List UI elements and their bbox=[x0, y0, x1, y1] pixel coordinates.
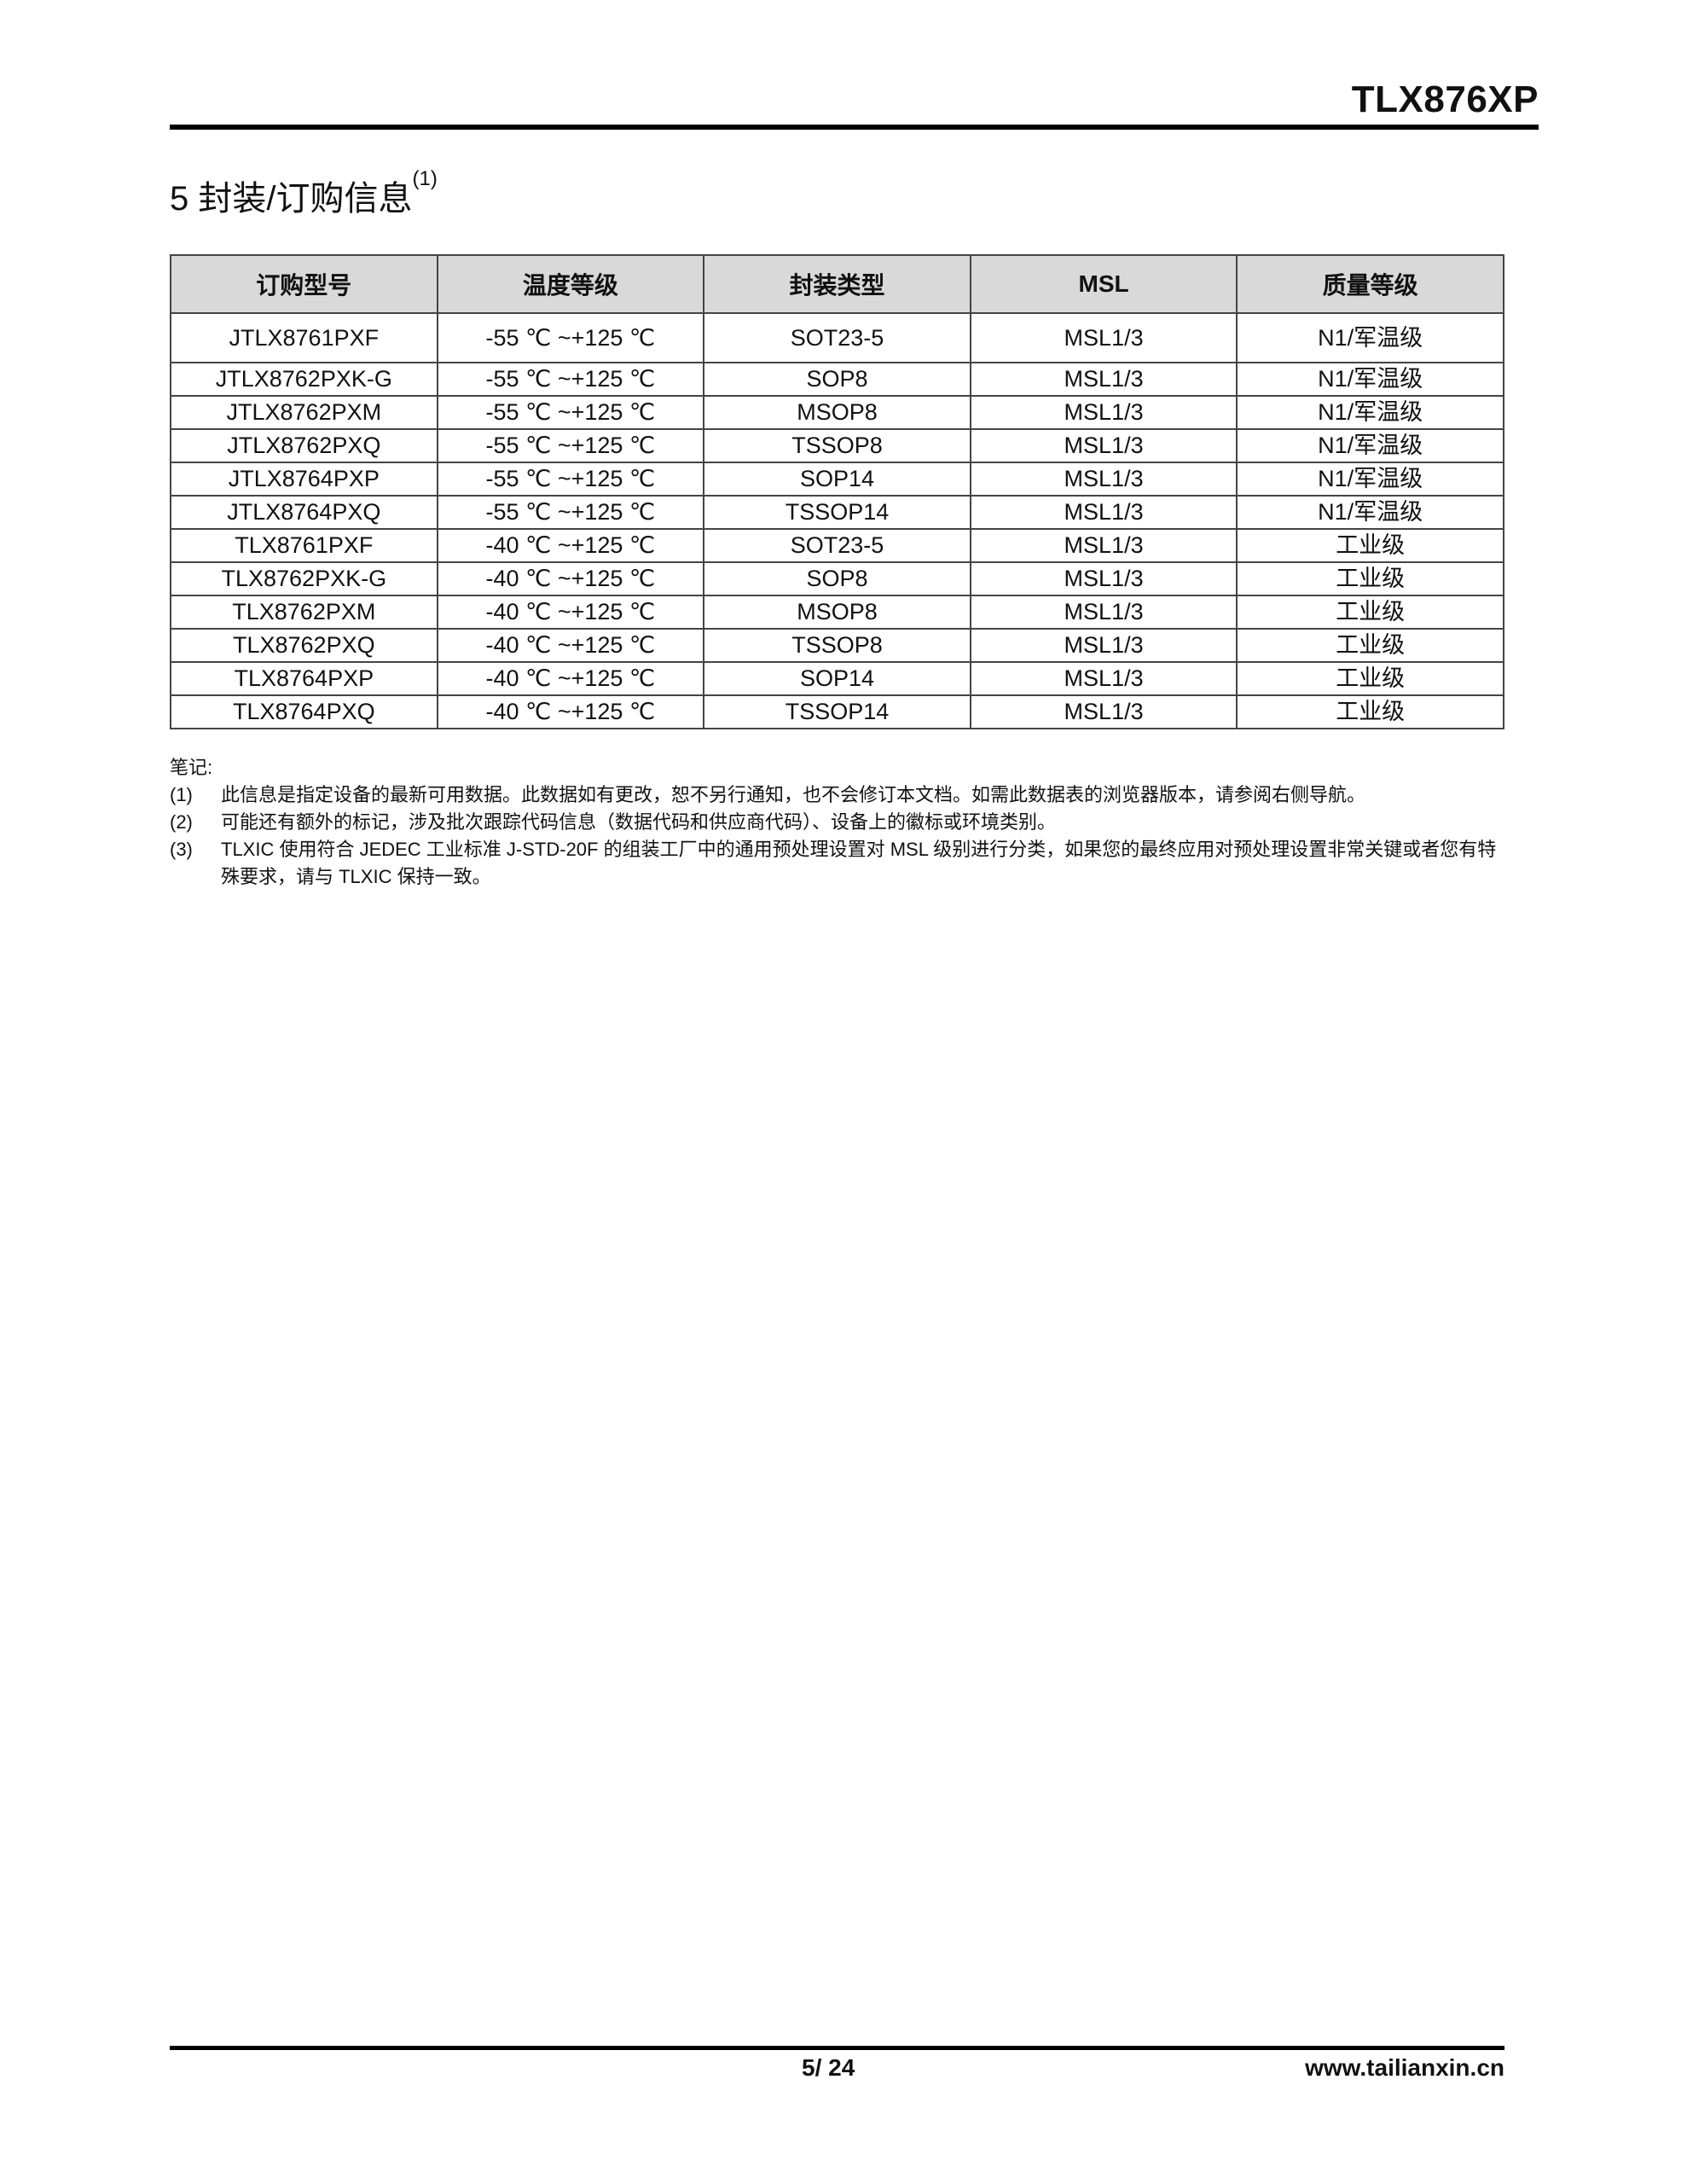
table-row: JTLX8762PXQ -55 ℃ ~+125 ℃ TSSOP8 MSL1/3 N1/军… bbox=[170, 428, 1504, 463]
table-cell: -40 ℃ ~+125 ℃ bbox=[436, 528, 705, 563]
section-title-footnote: (1) bbox=[412, 167, 438, 190]
table-cell: -55 ℃ ~+125 ℃ bbox=[436, 495, 705, 530]
table-cell: -40 ℃ ~+125 ℃ bbox=[436, 628, 705, 663]
table-row: JTLX8762PXM -55 ℃ ~+125 ℃ MSOP8 MSL1/3 N1/军温… bbox=[170, 395, 1504, 430]
table-cell: SOP14 bbox=[703, 661, 971, 696]
note-number: (1) bbox=[170, 784, 193, 805]
note-number: (3) bbox=[170, 839, 193, 860]
table-cell: TLX8762PXM bbox=[170, 595, 438, 630]
table-cell: MSL1/3 bbox=[969, 495, 1238, 530]
table-cell: 工业级 bbox=[1236, 628, 1504, 663]
column-header: MSL bbox=[969, 254, 1238, 314]
table-cell: -40 ℃ ~+125 ℃ bbox=[436, 694, 705, 729]
notes: 笔记: (1) 此信息是指定设备的最新可用数据。此数据如有更改，恕不另行通知，也不… bbox=[170, 754, 1509, 891]
table-cell: N1/军温级 bbox=[1236, 495, 1504, 530]
table-cell: MSL1/3 bbox=[969, 462, 1238, 497]
table-row: JTLX8762PXK-G -55 ℃ ~+125 ℃ SOP8 MSL1/3 N1/军… bbox=[170, 362, 1504, 397]
footer-rule bbox=[170, 2046, 1504, 2050]
note-text: TLXIC 使用符合 JEDEC 工业标准 J-STD-20F 的组装工厂中的通… bbox=[221, 839, 1497, 887]
table-cell: -55 ℃ ~+125 ℃ bbox=[436, 362, 705, 397]
table-cell: JTLX8764PXQ bbox=[170, 495, 438, 530]
table-cell: -55 ℃ ~+125 ℃ bbox=[436, 395, 705, 430]
table-cell: MSL1/3 bbox=[969, 628, 1238, 663]
table-row: JTLX8761PXF -55 ℃ ~+125 ℃ SOT23-5 MSL1/3 N1/… bbox=[170, 312, 1504, 363]
column-header: 质量等级 bbox=[1236, 254, 1504, 314]
table-cell: JTLX8762PXK-G bbox=[170, 362, 438, 397]
table-cell: 工业级 bbox=[1236, 561, 1504, 596]
table-cell: 工业级 bbox=[1236, 528, 1504, 563]
table-cell: N1/军温级 bbox=[1236, 395, 1504, 430]
website-link[interactable]: www.tailianxin.cn bbox=[1305, 2054, 1504, 2081]
table-cell: TLX8764PXQ bbox=[170, 694, 438, 729]
table-cell: N1/军温级 bbox=[1236, 462, 1504, 497]
note-text: 此信息是指定设备的最新可用数据。此数据如有更改，恕不另行通知，也不会修订本文档。… bbox=[221, 784, 1366, 805]
table-cell: -55 ℃ ~+125 ℃ bbox=[436, 428, 705, 463]
table-row: TLX8761PXF -40 ℃ ~+125 ℃ SOT23-5 MSL1/3 工业级 bbox=[170, 528, 1504, 563]
table-cell: MSOP8 bbox=[703, 395, 971, 430]
note-text: 可能还有额外的标记，涉及批次跟踪代码信息（数据代码和供应商代码）、设备上的徽标或… bbox=[221, 811, 1057, 833]
table-cell: MSL1/3 bbox=[969, 661, 1238, 696]
table-cell: SOP14 bbox=[703, 462, 971, 497]
table-cell: 工业级 bbox=[1236, 595, 1504, 630]
table-cell: MSL1/3 bbox=[969, 595, 1238, 630]
table-cell: SOP8 bbox=[703, 561, 971, 596]
note-number: (2) bbox=[170, 811, 193, 833]
ordering-table: 订购型号 温度等级 封装类型 MSL 质量等级 JTLX8761PXF -55 ℃ ~+1… bbox=[170, 254, 1504, 729]
table-cell: 工业级 bbox=[1236, 694, 1504, 729]
note-item: (3) TLXIC 使用符合 JEDEC 工业标准 J-STD-20F 的组装工厂… bbox=[170, 836, 1509, 891]
table-row: TLX8762PXK-G -40 ℃ ~+125 ℃ SOP8 MSL1/3 工业级 bbox=[170, 561, 1504, 596]
table-cell: 工业级 bbox=[1236, 661, 1504, 696]
column-header: 封装类型 bbox=[703, 254, 971, 314]
notes-heading: 笔记: bbox=[170, 757, 213, 778]
table-row: JTLX8764PXQ -55 ℃ ~+125 ℃ TSSOP14 MSL1/3 N1/… bbox=[170, 495, 1504, 530]
table-cell: TSSOP14 bbox=[703, 694, 971, 729]
column-header: 订购型号 bbox=[170, 254, 438, 314]
table-cell: -40 ℃ ~+125 ℃ bbox=[436, 561, 705, 596]
column-header: 温度等级 bbox=[436, 254, 705, 314]
document-code: TLX876XP bbox=[1351, 78, 1539, 120]
table-cell: JTLX8764PXP bbox=[170, 462, 438, 497]
table-cell: MSL1/3 bbox=[969, 395, 1238, 430]
section-title-text: 5 封装/订购信息 bbox=[170, 180, 413, 218]
table-cell: JTLX8762PXQ bbox=[170, 428, 438, 463]
table-cell: N1/军温级 bbox=[1236, 312, 1504, 363]
table-cell: TSSOP8 bbox=[703, 628, 971, 663]
table-row: TLX8764PXQ -40 ℃ ~+125 ℃ TSSOP14 MSL1/3 工业级 bbox=[170, 694, 1504, 729]
table-row: TLX8762PXM -40 ℃ ~+125 ℃ MSOP8 MSL1/3 工业级 bbox=[170, 595, 1504, 630]
table-cell: TLX8761PXF bbox=[170, 528, 438, 563]
table-cell: TSSOP14 bbox=[703, 495, 971, 530]
table-row: TLX8762PXQ -40 ℃ ~+125 ℃ TSSOP8 MSL1/3 工业级 bbox=[170, 628, 1504, 663]
section-title: 5 封装/订购信息(1) bbox=[170, 167, 438, 220]
table-cell: N1/军温级 bbox=[1236, 428, 1504, 463]
table-cell: JTLX8761PXF bbox=[170, 312, 438, 363]
table-cell: MSL1/3 bbox=[969, 561, 1238, 596]
table-cell: JTLX8762PXM bbox=[170, 395, 438, 430]
table-cell: MSL1/3 bbox=[969, 528, 1238, 563]
table-cell: TLX8764PXP bbox=[170, 661, 438, 696]
note-item: (2) 可能还有额外的标记，涉及批次跟踪代码信息（数据代码和供应商代码）、设备上的… bbox=[170, 809, 1509, 836]
table-cell: SOT23-5 bbox=[703, 528, 971, 563]
table-cell: MSOP8 bbox=[703, 595, 971, 630]
table-cell: N1/军温级 bbox=[1236, 362, 1504, 397]
table-cell: MSL1/3 bbox=[969, 362, 1238, 397]
table-cell: SOT23-5 bbox=[703, 312, 971, 363]
table-row: JTLX8764PXP -55 ℃ ~+125 ℃ SOP14 MSL1/3 N1/军温… bbox=[170, 462, 1504, 497]
table-cell: MSL1/3 bbox=[969, 428, 1238, 463]
table-cell: TLX8762PXQ bbox=[170, 628, 438, 663]
page-number: 5/ 24 bbox=[802, 2054, 855, 2081]
table-cell: TSSOP8 bbox=[703, 428, 971, 463]
header-rule bbox=[170, 125, 1539, 130]
note-item: (1) 此信息是指定设备的最新可用数据。此数据如有更改，恕不另行通知，也不会修订本… bbox=[170, 781, 1509, 809]
table-cell: MSL1/3 bbox=[969, 694, 1238, 729]
table-cell: -40 ℃ ~+125 ℃ bbox=[436, 661, 705, 696]
table-cell: TLX8762PXK-G bbox=[170, 561, 438, 596]
table-cell: SOP8 bbox=[703, 362, 971, 397]
table-cell: MSL1/3 bbox=[969, 312, 1238, 363]
table-cell: -55 ℃ ~+125 ℃ bbox=[436, 312, 705, 363]
table-cell: -40 ℃ ~+125 ℃ bbox=[436, 595, 705, 630]
table-row: TLX8764PXP -40 ℃ ~+125 ℃ SOP14 MSL1/3 工业级 bbox=[170, 661, 1504, 696]
table-cell: -55 ℃ ~+125 ℃ bbox=[436, 462, 705, 497]
